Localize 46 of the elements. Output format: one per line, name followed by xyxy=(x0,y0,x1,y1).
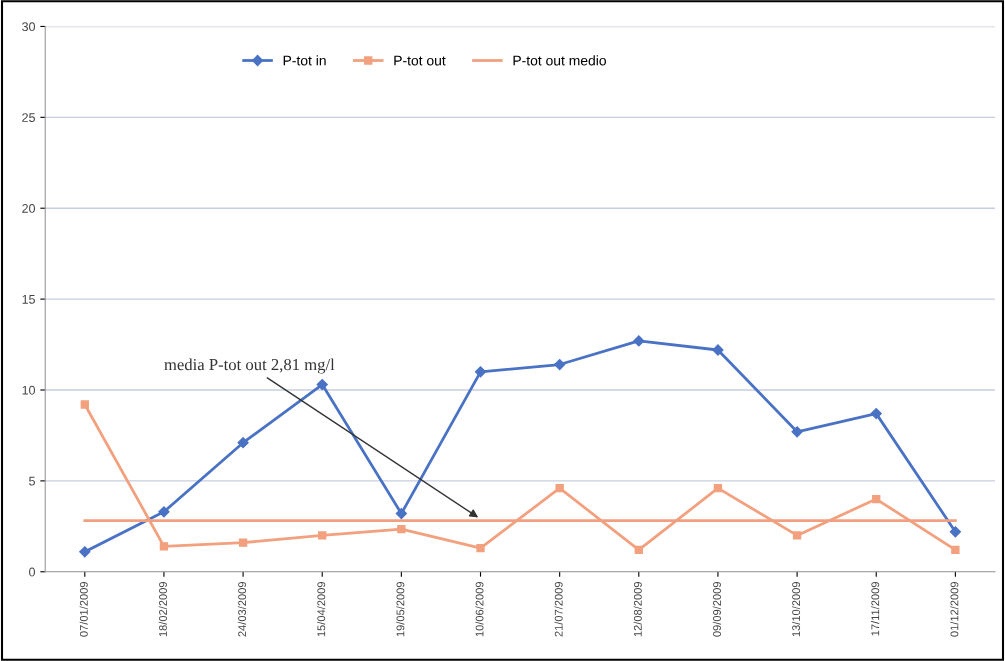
point xyxy=(555,483,564,493)
legend-label: P-tot out xyxy=(394,55,446,66)
annotation: media P-tot out 2,81 mg/l xyxy=(164,358,335,374)
point xyxy=(79,546,91,558)
point xyxy=(792,531,802,540)
point xyxy=(318,531,327,540)
x-tick-label: 19/05/2009 xyxy=(396,582,405,637)
x-tick-label: 17/11/2009 xyxy=(871,582,880,636)
point xyxy=(395,507,407,520)
point xyxy=(397,524,406,534)
x-tick-label: 01/12/2009 xyxy=(950,582,959,637)
y-tick-label: 25 xyxy=(22,113,35,122)
point xyxy=(238,538,248,547)
y-tick-label: 20 xyxy=(22,204,36,213)
x-tick-label: 15/04/2009 xyxy=(317,582,326,637)
y-tick-label: 15 xyxy=(22,295,35,304)
point xyxy=(633,335,645,347)
point xyxy=(80,400,89,409)
point xyxy=(949,526,961,538)
point xyxy=(237,437,249,449)
point xyxy=(316,378,328,391)
point xyxy=(474,366,487,378)
y-tick-label: 5 xyxy=(29,476,35,486)
point xyxy=(554,358,566,371)
point xyxy=(870,408,882,420)
x-tick-label: 13/10/2009 xyxy=(791,582,801,637)
point xyxy=(158,506,170,518)
point xyxy=(159,542,169,551)
point xyxy=(634,545,643,555)
x-tick-label: 18/02/2009 xyxy=(158,582,167,637)
point xyxy=(791,426,803,438)
y-tick-label: 30 xyxy=(22,22,36,32)
x-tick-label: 21/07/2009 xyxy=(554,582,563,637)
y-tick-label: 10 xyxy=(22,385,36,395)
x-tick-label: 07/01/2009 xyxy=(79,582,88,637)
x-tick-label: 10/06/2009 xyxy=(475,582,484,637)
point xyxy=(476,543,485,553)
y-tick-label: 0 xyxy=(29,567,36,577)
x-tick-label: 24/03/2009 xyxy=(237,582,247,637)
legend-label: P-tot out medio xyxy=(513,55,606,66)
legend-label: P-tot in xyxy=(283,55,326,66)
x-tick-label: 09/09/2009 xyxy=(712,582,721,637)
point xyxy=(872,494,881,504)
point xyxy=(951,545,960,555)
x-tick-label: 12/08/2009 xyxy=(633,582,642,637)
point xyxy=(713,483,723,493)
